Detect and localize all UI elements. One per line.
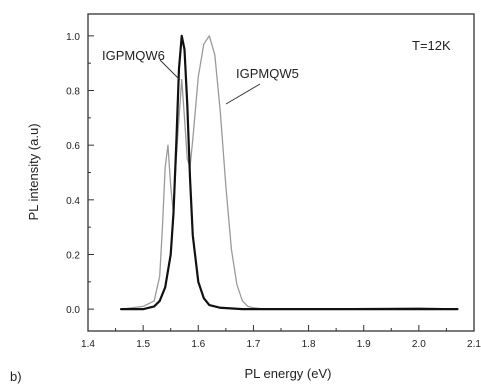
arrow-igpmqw6 — [159, 59, 181, 81]
x-tick-label: 2.1 — [467, 339, 481, 350]
x-tick-label: 1.7 — [246, 339, 260, 350]
igpmqw6-annotation: IGPMQW6 — [102, 48, 165, 63]
x-tick-label: 2.0 — [412, 339, 426, 350]
x-tick-label: 1.9 — [357, 339, 371, 350]
y-tick-label: 0.8 — [66, 87, 80, 98]
temperature-annotation: T=12K — [412, 38, 451, 53]
arrow-igpmqw5 — [225, 83, 261, 105]
y-tick-label: 0.0 — [66, 305, 80, 316]
x-tick-label: 1.8 — [302, 339, 316, 350]
x-tick-label: 1.5 — [136, 339, 150, 350]
panel-label: b) — [10, 369, 22, 384]
axis-tick-labels: 1.4 1.5 1.6 1.7 1.8 1.9 2.0 2.1 0.0 0.2 0.4 0.6 0.8 1… — [66, 32, 481, 350]
y-tick-label: 0.4 — [66, 196, 80, 207]
y-tick-label: 0.2 — [66, 250, 80, 261]
y-tick-label: 1.0 — [66, 32, 80, 43]
igpmqw5-annotation: IGPMQW5 — [236, 66, 299, 81]
series-line-igpmqw6 — [119, 34, 459, 311]
x-tick-label: 1.6 — [191, 339, 205, 350]
axis-ticks — [87, 35, 475, 331]
x-tick-label: 1.4 — [81, 339, 95, 350]
series-layer — [119, 34, 459, 311]
y-tick-label: 0.6 — [66, 141, 80, 152]
x-axis-label: PL energy (eV) — [245, 366, 332, 381]
series-line-igpmqw5 — [120, 35, 459, 310]
y-axis-label: PL intensity (a.u) — [26, 123, 41, 220]
